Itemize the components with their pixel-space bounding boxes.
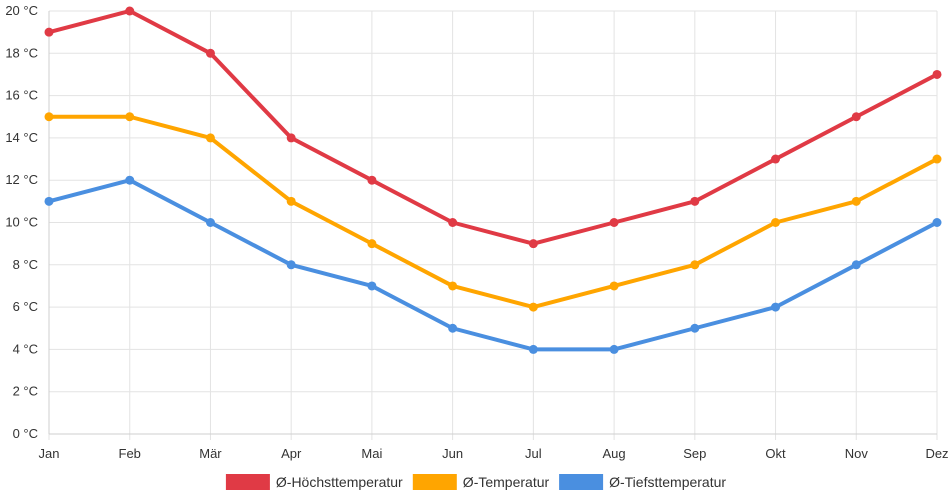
data-point[interactable] xyxy=(448,323,458,333)
data-point[interactable] xyxy=(125,112,135,122)
y-tick-label: 12 °C xyxy=(5,172,38,187)
x-tick-label: Feb xyxy=(119,446,141,461)
data-point[interactable] xyxy=(771,218,781,227)
data-point[interactable] xyxy=(609,281,619,291)
data-point[interactable] xyxy=(44,27,54,37)
x-tick-label: Apr xyxy=(281,446,302,461)
series-line xyxy=(47,114,939,310)
series-1 xyxy=(44,6,942,249)
series-layer xyxy=(44,6,942,354)
legend-swatch xyxy=(559,474,604,490)
data-point[interactable] xyxy=(125,175,135,185)
x-tick-label: Nov xyxy=(845,446,869,461)
data-point[interactable] xyxy=(932,154,942,164)
grid-layer xyxy=(48,10,938,440)
y-tick-label: 0 °C xyxy=(13,426,38,441)
data-point[interactable] xyxy=(851,196,861,206)
x-tick-label: Jun xyxy=(442,446,463,461)
x-tick-label: Dez xyxy=(925,446,948,461)
x-tick-label: Mai xyxy=(361,446,382,461)
data-point[interactable] xyxy=(286,260,296,270)
legend-label: Ø-Höchsttemperatur xyxy=(276,474,403,490)
data-point[interactable] xyxy=(44,112,54,122)
data-point[interactable] xyxy=(932,69,942,79)
x-tick-label: Okt xyxy=(765,446,786,461)
data-point[interactable] xyxy=(448,281,458,291)
legend-item[interactable]: Ø-Tiefsttemperatur xyxy=(559,474,726,490)
data-point[interactable] xyxy=(125,6,135,16)
y-tick-label: 16 °C xyxy=(5,88,38,103)
legend-item[interactable]: Ø-Temperatur xyxy=(412,474,550,490)
data-point[interactable] xyxy=(448,218,458,227)
data-point[interactable] xyxy=(528,344,538,354)
y-tick-label: 14 °C xyxy=(5,130,38,145)
data-point[interactable] xyxy=(609,218,619,227)
data-point[interactable] xyxy=(44,196,54,206)
y-tick-label: 2 °C xyxy=(13,384,38,399)
data-point[interactable] xyxy=(851,112,861,122)
x-tick-label: Sep xyxy=(683,446,706,461)
legend-label: Ø-Temperatur xyxy=(463,474,550,490)
series-line xyxy=(47,9,939,246)
legend-label: Ø-Tiefsttemperatur xyxy=(609,474,726,490)
data-point[interactable] xyxy=(205,133,215,143)
data-point[interactable] xyxy=(690,260,700,270)
legend: Ø-Höchsttemperatur Ø-Temperatur Ø-Tiefstte… xyxy=(225,474,726,490)
x-tick-label: Jan xyxy=(39,446,60,461)
data-point[interactable] xyxy=(851,260,861,270)
data-point[interactable] xyxy=(771,154,781,164)
data-point[interactable] xyxy=(205,48,215,58)
axis-layer: 0 °C 2 °C 4 °C 6 °C 8 °C 10 °C 12 °C 14 °C 16 °C… xyxy=(5,3,948,461)
data-point[interactable] xyxy=(367,175,377,185)
data-point[interactable] xyxy=(367,239,377,249)
y-tick-label: 10 °C xyxy=(5,215,38,230)
y-tick-label: 20 °C xyxy=(5,3,38,18)
data-point[interactable] xyxy=(528,239,538,249)
series-line xyxy=(47,178,939,352)
y-tick-label: 18 °C xyxy=(5,45,38,60)
data-point[interactable] xyxy=(205,218,215,227)
legend-swatch xyxy=(225,474,270,490)
data-point[interactable] xyxy=(690,196,700,206)
y-tick-label: 8 °C xyxy=(13,257,38,272)
legend-swatch xyxy=(412,474,457,490)
y-tick-label: 4 °C xyxy=(13,341,38,356)
data-point[interactable] xyxy=(690,323,700,333)
y-tick-label: 6 °C xyxy=(13,299,38,314)
legend-item[interactable]: Ø-Höchsttemperatur xyxy=(225,474,403,490)
data-point[interactable] xyxy=(286,196,296,206)
data-point[interactable] xyxy=(528,302,538,312)
data-point[interactable] xyxy=(609,344,619,354)
x-tick-label: Jul xyxy=(525,446,542,461)
x-tick-label: Aug xyxy=(603,446,626,461)
data-point[interactable] xyxy=(286,133,296,143)
data-point[interactable] xyxy=(771,302,781,312)
data-point[interactable] xyxy=(932,218,942,227)
data-point[interactable] xyxy=(367,281,377,291)
series-2 xyxy=(44,112,942,312)
series-3 xyxy=(44,175,942,354)
x-tick-label: Mär xyxy=(199,446,222,461)
